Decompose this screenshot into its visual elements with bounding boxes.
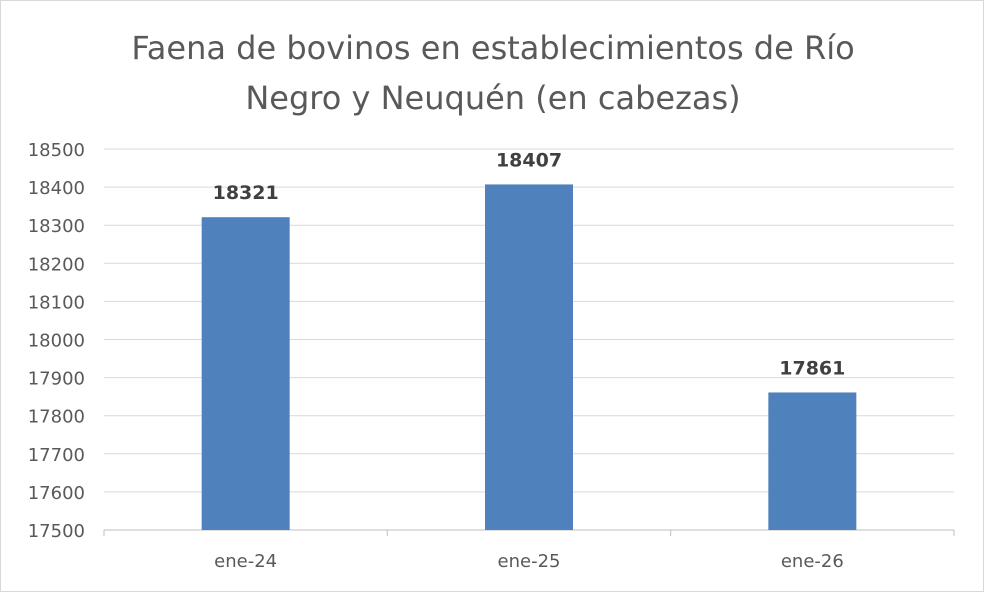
bar: [768, 392, 857, 530]
x-tick-label: ene-26: [781, 551, 844, 572]
data-label: 17861: [779, 357, 845, 379]
data-label: 18407: [496, 149, 562, 171]
x-tick-label: ene-25: [498, 551, 561, 572]
x-tick-label: ene-24: [214, 551, 277, 572]
chart-title: Faena de bovinos en establecimientos de …: [1, 23, 984, 123]
y-tick-label: 17800: [28, 407, 85, 428]
y-tick-label: 18300: [28, 216, 85, 237]
data-label: 18321: [213, 182, 279, 204]
bar: [201, 217, 290, 530]
y-tick-label: 17700: [28, 445, 85, 466]
chart-title-line-2: Negro y Neuquén (en cabezas): [245, 79, 741, 117]
y-tick-label: 18400: [28, 178, 85, 199]
y-tick-label: 17900: [28, 369, 85, 390]
y-tick-label: 17600: [28, 483, 85, 504]
y-tick-label: 18000: [28, 331, 85, 352]
chart-title-line-1: Faena de bovinos en establecimientos de …: [131, 29, 855, 67]
bar: [485, 184, 573, 531]
y-tick-label: 18500: [28, 140, 85, 161]
y-tick-label: 18100: [28, 292, 85, 313]
y-tick-label: 18200: [28, 254, 85, 275]
y-tick-label: 17500: [28, 521, 85, 542]
